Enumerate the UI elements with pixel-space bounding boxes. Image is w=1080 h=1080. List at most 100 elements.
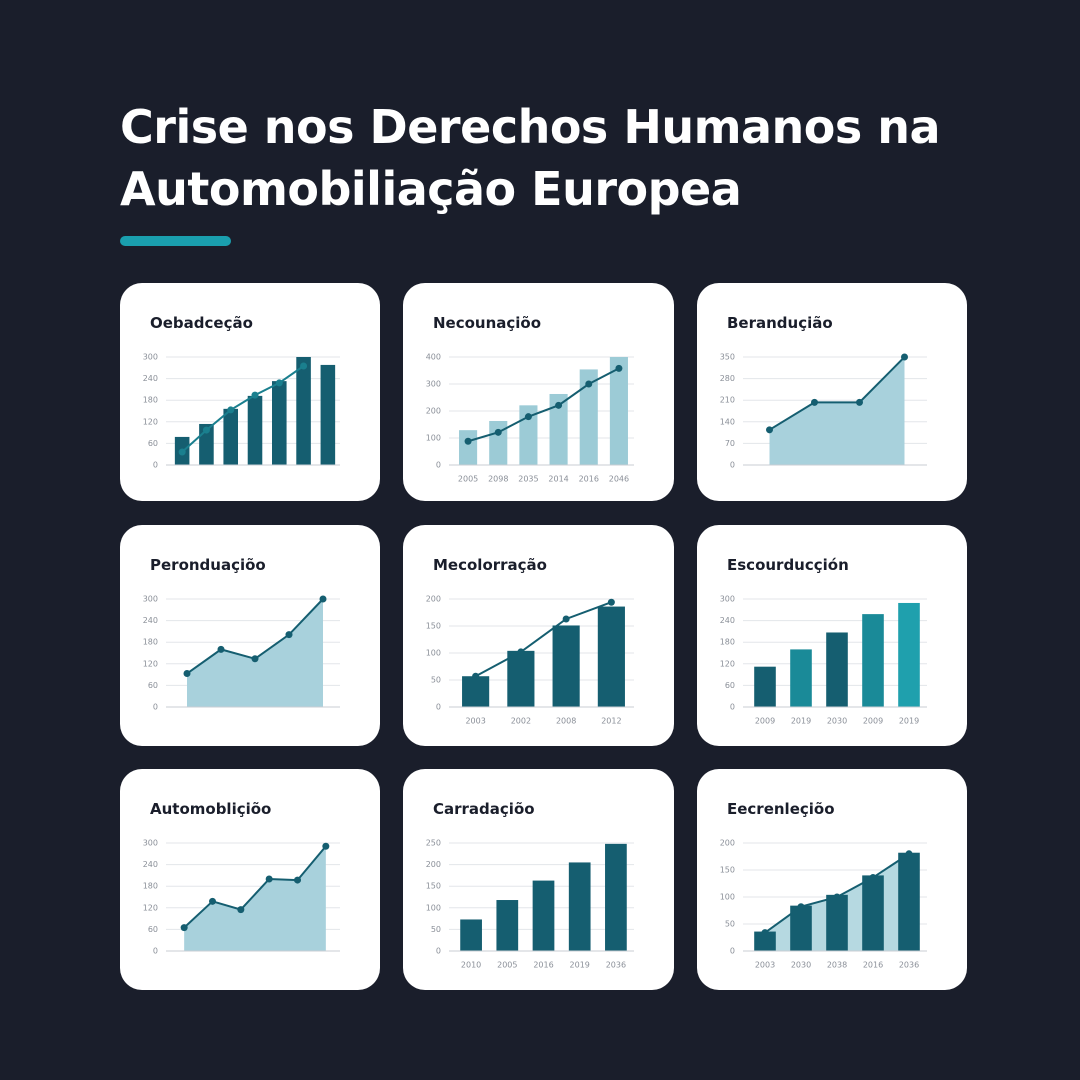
x-tick-label: 2016 <box>579 475 599 484</box>
y-tick-label: 150 <box>720 866 735 875</box>
chart-title: Escourducçión <box>727 556 849 574</box>
bar <box>272 381 287 465</box>
chart-title: Eecrenleçiõo <box>727 800 835 818</box>
chart-title: Automobliçiõo <box>150 800 271 818</box>
chart-card: Eecrenleçiõo 0 50 100 150 200 2003 2030 2038 2016… <box>697 769 967 990</box>
bar <box>754 666 776 707</box>
bar <box>296 357 311 465</box>
y-tick-label: 120 <box>143 903 158 912</box>
point <box>901 353 908 361</box>
x-tick-label: 2010 <box>461 961 481 970</box>
line <box>183 845 327 929</box>
chart-title: Peronduaçiõo <box>150 556 266 574</box>
bar <box>898 602 920 707</box>
x-tick-label: 2016 <box>863 961 883 970</box>
bar <box>519 405 538 465</box>
line <box>181 365 305 453</box>
y-tick-label: 150 <box>426 882 441 891</box>
point <box>766 426 773 434</box>
y-tick-label: 240 <box>143 374 158 383</box>
chart-card: Necounaçiõo 0 100 200 300 400 2005 2098 2035 2014… <box>403 283 674 501</box>
chart-card: Automobliçiõo 0 60 120 180 240 300 <box>120 769 380 990</box>
line <box>467 367 620 443</box>
x-tick-label: 2019 <box>791 717 811 726</box>
y-tick-label: 300 <box>143 595 158 604</box>
y-tick-label: 120 <box>143 659 158 668</box>
x-tick-label: 2035 <box>518 475 538 484</box>
point <box>562 615 570 623</box>
y-tick-label: 300 <box>143 353 158 362</box>
bar <box>247 395 263 465</box>
y-tick-label: 0 <box>436 947 441 956</box>
y-tick-label: 300 <box>426 380 441 389</box>
bar <box>462 676 490 707</box>
y-tick-label: 60 <box>725 681 735 690</box>
y-tick-label: 120 <box>720 659 735 668</box>
point <box>209 897 216 905</box>
x-tick-label: 2019 <box>899 717 919 726</box>
accent-bar <box>120 236 231 246</box>
y-tick-label: 180 <box>720 638 735 647</box>
y-tick-label: 70 <box>725 439 735 448</box>
x-tick-label: 2008 <box>556 717 576 726</box>
point <box>524 413 532 421</box>
point <box>472 672 480 680</box>
x-tick-label: 2016 <box>533 961 553 970</box>
area-fill <box>187 599 323 707</box>
y-tick-label: 50 <box>431 676 441 685</box>
chart-card: Beranduçião 0 70 140 210 280 350 <box>697 283 967 501</box>
page-title: Crise nos Derechos Humanos na Automobili… <box>120 100 941 216</box>
point <box>319 595 327 603</box>
y-tick-label: 50 <box>725 920 735 929</box>
y-tick-label: 180 <box>143 396 158 405</box>
line <box>475 601 612 678</box>
bar <box>320 364 336 465</box>
point <box>517 648 525 656</box>
bar <box>609 357 628 465</box>
point <box>202 426 210 434</box>
bar <box>826 632 848 707</box>
y-tick-label: 280 <box>720 374 735 383</box>
x-tick-label: 2005 <box>497 961 517 970</box>
point <box>555 401 563 409</box>
point <box>322 842 330 850</box>
y-tick-label: 350 <box>720 353 735 362</box>
chart-card: Oebadceção 0 60 120 180 240 300 <box>120 283 380 501</box>
point <box>180 924 188 932</box>
x-tick-label: 2030 <box>827 717 847 726</box>
bar <box>489 420 508 465</box>
chart-card: Mecolorração 0 50 100 150 200 2003 2002 2008 2012 <box>403 525 674 746</box>
line <box>768 356 906 431</box>
y-tick-label: 200 <box>426 595 441 604</box>
point <box>615 364 623 372</box>
bar <box>898 852 920 951</box>
x-tick-label: 2009 <box>863 717 883 726</box>
point <box>494 428 502 436</box>
y-tick-label: 150 <box>426 622 441 631</box>
chart-card: Carradaçiõo 0 50 100 150 200 250 2010 2005 2016 20… <box>403 769 674 990</box>
bar <box>754 931 776 951</box>
bar <box>568 862 591 951</box>
y-tick-label: 240 <box>143 860 158 869</box>
chart-title: Mecolorração <box>433 556 547 574</box>
y-tick-label: 180 <box>143 638 158 647</box>
y-tick-label: 60 <box>148 925 158 934</box>
bar <box>549 393 568 465</box>
y-tick-label: 0 <box>436 461 441 470</box>
chart-card: Peronduaçiõo 0 60 120 180 240 300 <box>120 525 380 746</box>
y-tick-label: 0 <box>730 947 735 956</box>
x-tick-label: 2036 <box>606 961 626 970</box>
bar <box>790 905 812 951</box>
point <box>227 406 235 414</box>
y-tick-label: 60 <box>148 681 158 690</box>
point <box>265 875 273 883</box>
y-tick-label: 0 <box>153 947 158 956</box>
bar <box>532 880 555 951</box>
x-tick-label: 2030 <box>791 961 811 970</box>
y-tick-label: 100 <box>720 893 735 902</box>
bar <box>826 894 848 951</box>
chart-title: Beranduçião <box>727 314 833 332</box>
point <box>585 380 593 388</box>
y-tick-label: 250 <box>426 839 441 848</box>
y-tick-label: 0 <box>730 461 735 470</box>
